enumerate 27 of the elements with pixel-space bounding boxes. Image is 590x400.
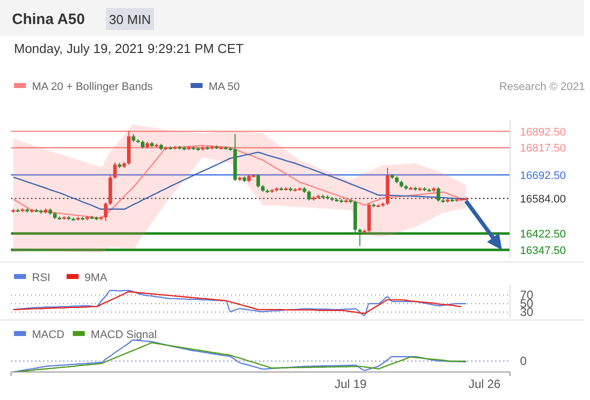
candlestick [436,186,440,202]
y-tick-label: 16347.50 [520,244,566,257]
text: Monday, July 19, 2021 9:29:21 PM CET [14,41,244,56]
legend-label: MA 50 [208,81,240,93]
y-tick-label: 16692.50 [520,170,566,182]
candlestick [256,174,260,188]
y-tick-label: 16422.50 [520,228,566,241]
candlestick [307,190,311,202]
legend-label: MACD Signal [90,329,157,341]
legend-label: 9MA [84,272,108,284]
y-tick-label: 16584.00 [520,193,566,206]
y-tick-label: 16892.50 [520,126,566,138]
x-tick-label: Jul 19 [334,377,367,391]
candlestick [358,228,362,247]
line-series [12,291,462,314]
chart-title: China A50 [12,11,85,28]
chart-subtitle: 30 MIN [109,12,151,27]
legend-label: MA 20 + Bollinger Bands [32,81,154,93]
legend-label: MACD [32,329,64,341]
line-series [12,290,467,316]
ref-line-label: 0 [520,354,527,368]
text: Research © 2021 [499,81,585,93]
candlestick [104,202,108,222]
x-tick-label: Jul 26 [468,377,501,391]
y-tick-label: 16817.50 [520,142,566,155]
candlestick [113,162,117,180]
legend-label: RSI [32,272,50,284]
